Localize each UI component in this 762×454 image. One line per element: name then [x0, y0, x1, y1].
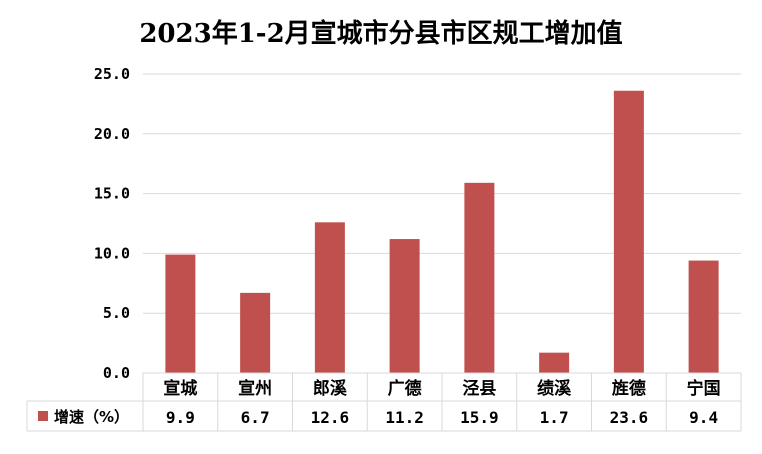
category-label: 广德 — [388, 378, 422, 399]
category-label: 宁国 — [687, 378, 721, 399]
y-tick-label: 25.0 — [94, 65, 130, 83]
value-label: 1.7 — [540, 408, 569, 427]
value-label: 11.2 — [385, 408, 424, 427]
y-tick-label: 5.0 — [103, 304, 130, 322]
y-tick-label: 0.0 — [103, 364, 130, 382]
bar — [165, 254, 196, 373]
legend-label: 增速（%） — [54, 408, 129, 426]
value-label: 15.9 — [460, 408, 499, 427]
value-label: 12.6 — [311, 408, 350, 427]
category-label: 宣城 — [163, 378, 197, 399]
legend-swatch — [38, 411, 48, 421]
value-label: 9.9 — [166, 408, 195, 427]
category-label: 绩溪 — [537, 378, 572, 399]
category-label: 泾县 — [462, 378, 496, 399]
category-label: 旌德 — [612, 378, 646, 399]
value-label: 6.7 — [241, 408, 270, 427]
value-label: 23.6 — [610, 408, 649, 427]
y-axis-ticks: 0.0 5.0 10.0 15.0 20.0 25.0 — [94, 65, 130, 382]
bar — [314, 222, 345, 373]
y-tick-label: 15.0 — [94, 185, 130, 203]
bar — [613, 90, 644, 373]
bars — [165, 90, 719, 373]
value-label: 9.4 — [689, 408, 718, 427]
chart-title: 2023年1-2月宣城市分县市区规工增加值 — [139, 18, 622, 49]
bar — [240, 292, 271, 373]
bar — [539, 352, 570, 373]
bar — [688, 260, 719, 373]
bar — [389, 239, 420, 373]
category-label: 宣州 — [238, 378, 272, 399]
gridlines — [143, 73, 741, 314]
bar — [464, 182, 495, 373]
y-tick-label: 10.0 — [94, 244, 130, 262]
y-tick-label: 20.0 — [94, 125, 130, 143]
category-label: 郎溪 — [313, 378, 348, 399]
data-table: 宣城 9.9 宣州 6.7 郎溪 12.6 广德 11.2 泾县 15.9 绩溪 1.7 旌德 23.6 宁… — [26, 372, 742, 432]
